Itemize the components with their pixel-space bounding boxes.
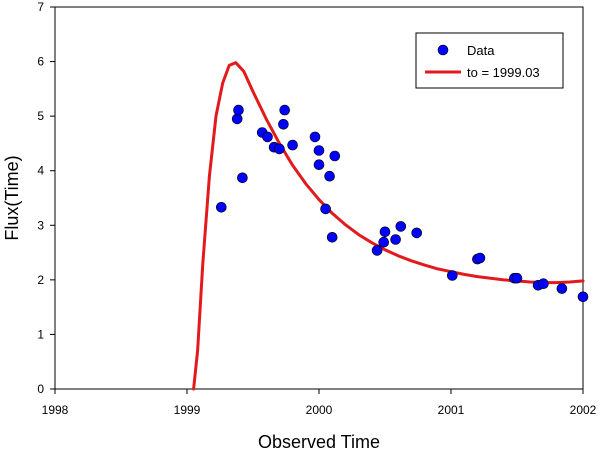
data-point bbox=[577, 291, 589, 303]
data-point bbox=[278, 119, 289, 130]
x-tick-label: 1999 bbox=[174, 403, 201, 417]
y-axis-title: Flux(Time) bbox=[2, 155, 22, 240]
data-point bbox=[274, 143, 285, 155]
y-tick-label: 7 bbox=[37, 0, 44, 14]
data-point bbox=[474, 252, 486, 264]
legend-label-fit: to = 1999.03 bbox=[467, 65, 540, 80]
data-point bbox=[390, 234, 401, 245]
y-tick-label: 2 bbox=[37, 273, 44, 287]
fit-curve-line bbox=[192, 61, 585, 391]
legend-box bbox=[415, 32, 564, 89]
series-layer bbox=[192, 61, 589, 391]
data-point bbox=[324, 170, 335, 182]
x-axis-title: Observed Time bbox=[258, 432, 380, 451]
x-tick-label: 2002 bbox=[570, 403, 597, 417]
data-point bbox=[395, 221, 407, 232]
data-point bbox=[329, 150, 341, 162]
y-tick-label: 4 bbox=[37, 164, 44, 178]
x-axis-ticks: 1998 1999 2000 2001 2002 bbox=[42, 389, 597, 417]
y-tick-label: 3 bbox=[37, 218, 44, 232]
data-point bbox=[313, 145, 325, 156]
data-point bbox=[237, 172, 248, 184]
data-point bbox=[233, 104, 244, 116]
data-point bbox=[538, 278, 549, 290]
y-tick-label: 5 bbox=[37, 109, 44, 123]
legend-label-data: Data bbox=[467, 43, 495, 58]
y-tick-label: 6 bbox=[37, 55, 44, 69]
data-point bbox=[556, 283, 568, 294]
data-point bbox=[446, 270, 458, 281]
data-point bbox=[231, 113, 243, 125]
data-point bbox=[326, 232, 338, 243]
legend: Data to = 1999.03 bbox=[415, 32, 564, 89]
x-tick-label: 2001 bbox=[438, 403, 465, 417]
data-point bbox=[216, 202, 227, 213]
data-point bbox=[313, 159, 325, 170]
data-point bbox=[378, 236, 390, 248]
data-point bbox=[309, 131, 321, 143]
data-point bbox=[379, 226, 391, 238]
legend-marker-data bbox=[437, 44, 449, 56]
data-point bbox=[320, 203, 331, 215]
x-tick-label: 1998 bbox=[42, 403, 69, 417]
data-point bbox=[279, 104, 291, 116]
data-point bbox=[287, 139, 298, 151]
x-tick-label: 2000 bbox=[306, 403, 333, 417]
y-tick-label: 0 bbox=[37, 382, 44, 396]
y-tick-label: 1 bbox=[37, 327, 44, 341]
data-point bbox=[262, 131, 273, 143]
y-axis-ticks: 0 1 2 3 4 5 6 7 bbox=[37, 0, 55, 396]
data-point bbox=[371, 245, 383, 256]
data-point bbox=[511, 272, 523, 284]
data-point bbox=[411, 227, 423, 239]
